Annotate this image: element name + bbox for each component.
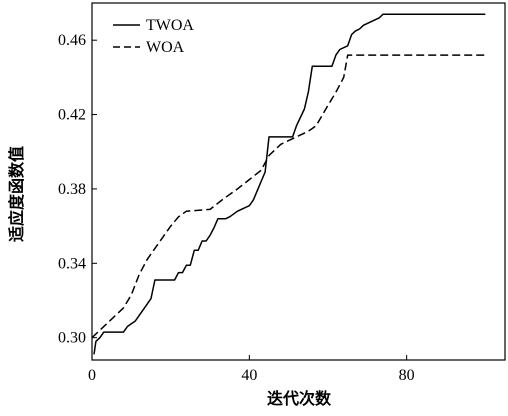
y-tick-label: 0.38 xyxy=(58,181,86,198)
x-tick-label: 40 xyxy=(241,367,257,384)
y-axis: 0.30 0.34 0.38 0.42 0.46 xyxy=(58,32,97,347)
x-tick-label: 0 xyxy=(88,367,96,384)
series-layer xyxy=(91,13,486,355)
y-tick-label: 0.34 xyxy=(58,255,86,272)
legend-label-twoa: TWOA xyxy=(146,17,194,34)
y-tick-label: 0.30 xyxy=(58,330,86,347)
x-tick-label: 80 xyxy=(399,367,415,384)
legend: TWOA WOA xyxy=(113,17,194,56)
y-tick-label: 0.42 xyxy=(58,107,86,124)
plot-area xyxy=(91,2,506,361)
x-axis: 0 40 80 xyxy=(88,355,415,384)
x-axis-label: 迭代次数 xyxy=(267,389,332,408)
y-tick-label: 0.46 xyxy=(58,32,86,49)
y-axis-label: 适应度函数值 xyxy=(7,146,26,242)
series-line-twoa xyxy=(93,13,486,355)
plot-frame xyxy=(91,2,506,361)
series-line-woa xyxy=(91,54,486,339)
legend-label-woa: WOA xyxy=(146,39,185,56)
